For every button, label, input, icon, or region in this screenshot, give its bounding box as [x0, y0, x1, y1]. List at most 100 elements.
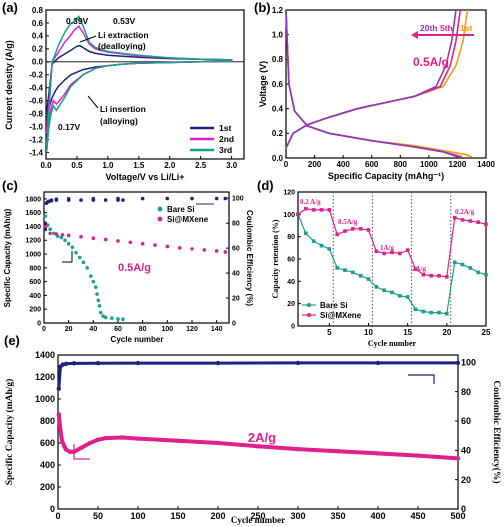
data-point-capacity	[59, 438, 65, 443]
data-point-si-mxene-ce	[223, 196, 228, 201]
data-point-Bare Si	[429, 310, 433, 315]
data-point-Si@MXene	[484, 222, 488, 227]
legend-label: Bare Si	[167, 205, 195, 214]
data-point-bare-si	[63, 238, 67, 243]
x-tick-label: 20	[65, 326, 73, 333]
x-tick-label: 1200	[449, 160, 467, 169]
data-point-capacity	[56, 412, 61, 417]
data-point-bare-si-ce	[103, 198, 108, 202]
x-axis-title: Voltage/V vs Li/Li+	[105, 172, 184, 182]
data-point-capacity	[87, 440, 93, 446]
y-tick-label: -0.8	[29, 109, 43, 118]
annotation: (alloying)	[100, 116, 138, 126]
data-point-Si@MXene	[382, 251, 386, 256]
x-tick-label: 500	[450, 511, 465, 521]
y2-tick-label: 0	[461, 504, 466, 514]
legend-label: 1st	[460, 23, 472, 33]
y2-axis-title: Coulombic Efficiency (%)	[245, 210, 254, 306]
y-tick-label: 20	[287, 301, 295, 308]
legend-label: 1st	[219, 123, 231, 133]
x-tick-label: 60	[114, 326, 122, 333]
panel-a: 0.0 0.5 1.0 1.5 2.0 2.5 3.0 0.8 0.6 0.4 0.2 0.0 -0.2…	[2, 0, 245, 182]
charge-curve-20th	[285, 9, 457, 149]
data-point-Si@MXene	[304, 206, 308, 211]
data-point-efficiency	[215, 360, 221, 366]
y-tick-label: 1000	[35, 394, 55, 404]
data-point-Si@MXene	[460, 218, 465, 222]
data-point-bare-si	[91, 279, 96, 284]
y-tick-label: 0.4	[272, 104, 284, 113]
panel-label: (c)	[2, 178, 18, 193]
x-tick-label: 1000	[420, 160, 438, 169]
x-tick-label: 1.5	[133, 161, 145, 170]
legend-label: Si@MXene	[320, 311, 362, 320]
data-point-bare-si	[43, 214, 48, 218]
data-point-Bare Si	[476, 270, 480, 275]
annotation: Li insertion	[100, 104, 146, 114]
legend-label: 5th	[440, 23, 453, 33]
y-tick-label: 0.0	[272, 154, 284, 163]
legend-label: Si@MXene	[167, 215, 209, 224]
x-tick-label: 0	[284, 160, 289, 169]
y-tick-label: -0.6	[29, 96, 43, 105]
data-point-capacity	[103, 435, 109, 441]
x-tick-label: 450	[410, 511, 425, 521]
x-tick-label: 150	[170, 511, 185, 521]
annotation: Li extraction	[98, 30, 149, 40]
data-point-efficiency	[56, 386, 61, 391]
rate-annotation: 0.5A/g	[413, 55, 449, 69]
data-point-capacity	[58, 427, 63, 432]
data-point-Bare Si	[382, 288, 386, 293]
y2-tick-label: 60	[461, 416, 471, 426]
data-point-Si@MXene	[390, 250, 394, 255]
x-tick-label: 0.5	[71, 161, 83, 170]
data-point-bare-si	[77, 255, 82, 260]
panel-label: (e)	[4, 333, 20, 348]
x-tick-label: 3.0	[226, 161, 238, 170]
data-point-capacity	[375, 451, 381, 456]
y2-tick-label: 100	[461, 357, 476, 367]
data-point-si-mxene	[66, 233, 71, 238]
data-point-si-mxene	[128, 240, 133, 245]
y-tick-label: 1200	[35, 372, 55, 382]
data-point-Bare Si	[304, 231, 308, 236]
axis-pointer-right	[408, 374, 435, 384]
data-point-efficiency	[135, 360, 141, 366]
data-point-Bare Si	[343, 268, 347, 272]
data-point-bare-si	[74, 250, 78, 255]
data-point-si-mxene	[60, 232, 65, 237]
data-point-Si@MXene	[413, 267, 418, 271]
y-tick-label: 0.2	[32, 45, 44, 54]
data-point-Bare Si	[374, 285, 379, 289]
data-point-Si@MXene	[437, 273, 441, 278]
data-point-Si@MXene	[468, 219, 473, 223]
data-point-Bare Si	[311, 239, 316, 243]
panel-b-frame	[285, 9, 487, 159]
y-tick-label: 1600	[25, 210, 41, 217]
data-point-Bare Si	[390, 290, 394, 295]
y-tick-label: -0.4	[29, 84, 43, 93]
data-point-si-mxene-ce	[116, 196, 120, 201]
y-tick-label: -1.0	[29, 122, 43, 131]
panel-c-frame	[43, 191, 230, 324]
data-point-Si@MXene	[366, 228, 371, 232]
legend-arrowhead	[411, 31, 418, 39]
y-tick-label: -0.2	[29, 71, 43, 80]
y-tick-label: 800	[29, 265, 41, 272]
x-tick-label: 80	[139, 326, 147, 333]
y2-tick-label: 40	[232, 271, 240, 278]
data-point-Si@MXene	[327, 208, 332, 212]
x-tick-label: 10	[364, 328, 373, 337]
panel-label: (d)	[257, 178, 274, 193]
data-point-bare-si	[116, 317, 120, 321]
x-tick-label: 100	[161, 326, 173, 333]
y-axis-title: Current density (A/g)	[4, 40, 14, 130]
data-point-Si@MXene	[343, 229, 347, 233]
x-tick-label: 40	[89, 326, 97, 333]
data-point-capacity	[62, 444, 67, 449]
data-point-Si@MXene	[358, 227, 363, 231]
x-tick-label: 1.0	[102, 161, 114, 170]
x-axis-title: Cycle number	[368, 339, 417, 348]
y-tick-label: 400	[29, 293, 41, 300]
x-tick-label: 300	[290, 511, 305, 521]
